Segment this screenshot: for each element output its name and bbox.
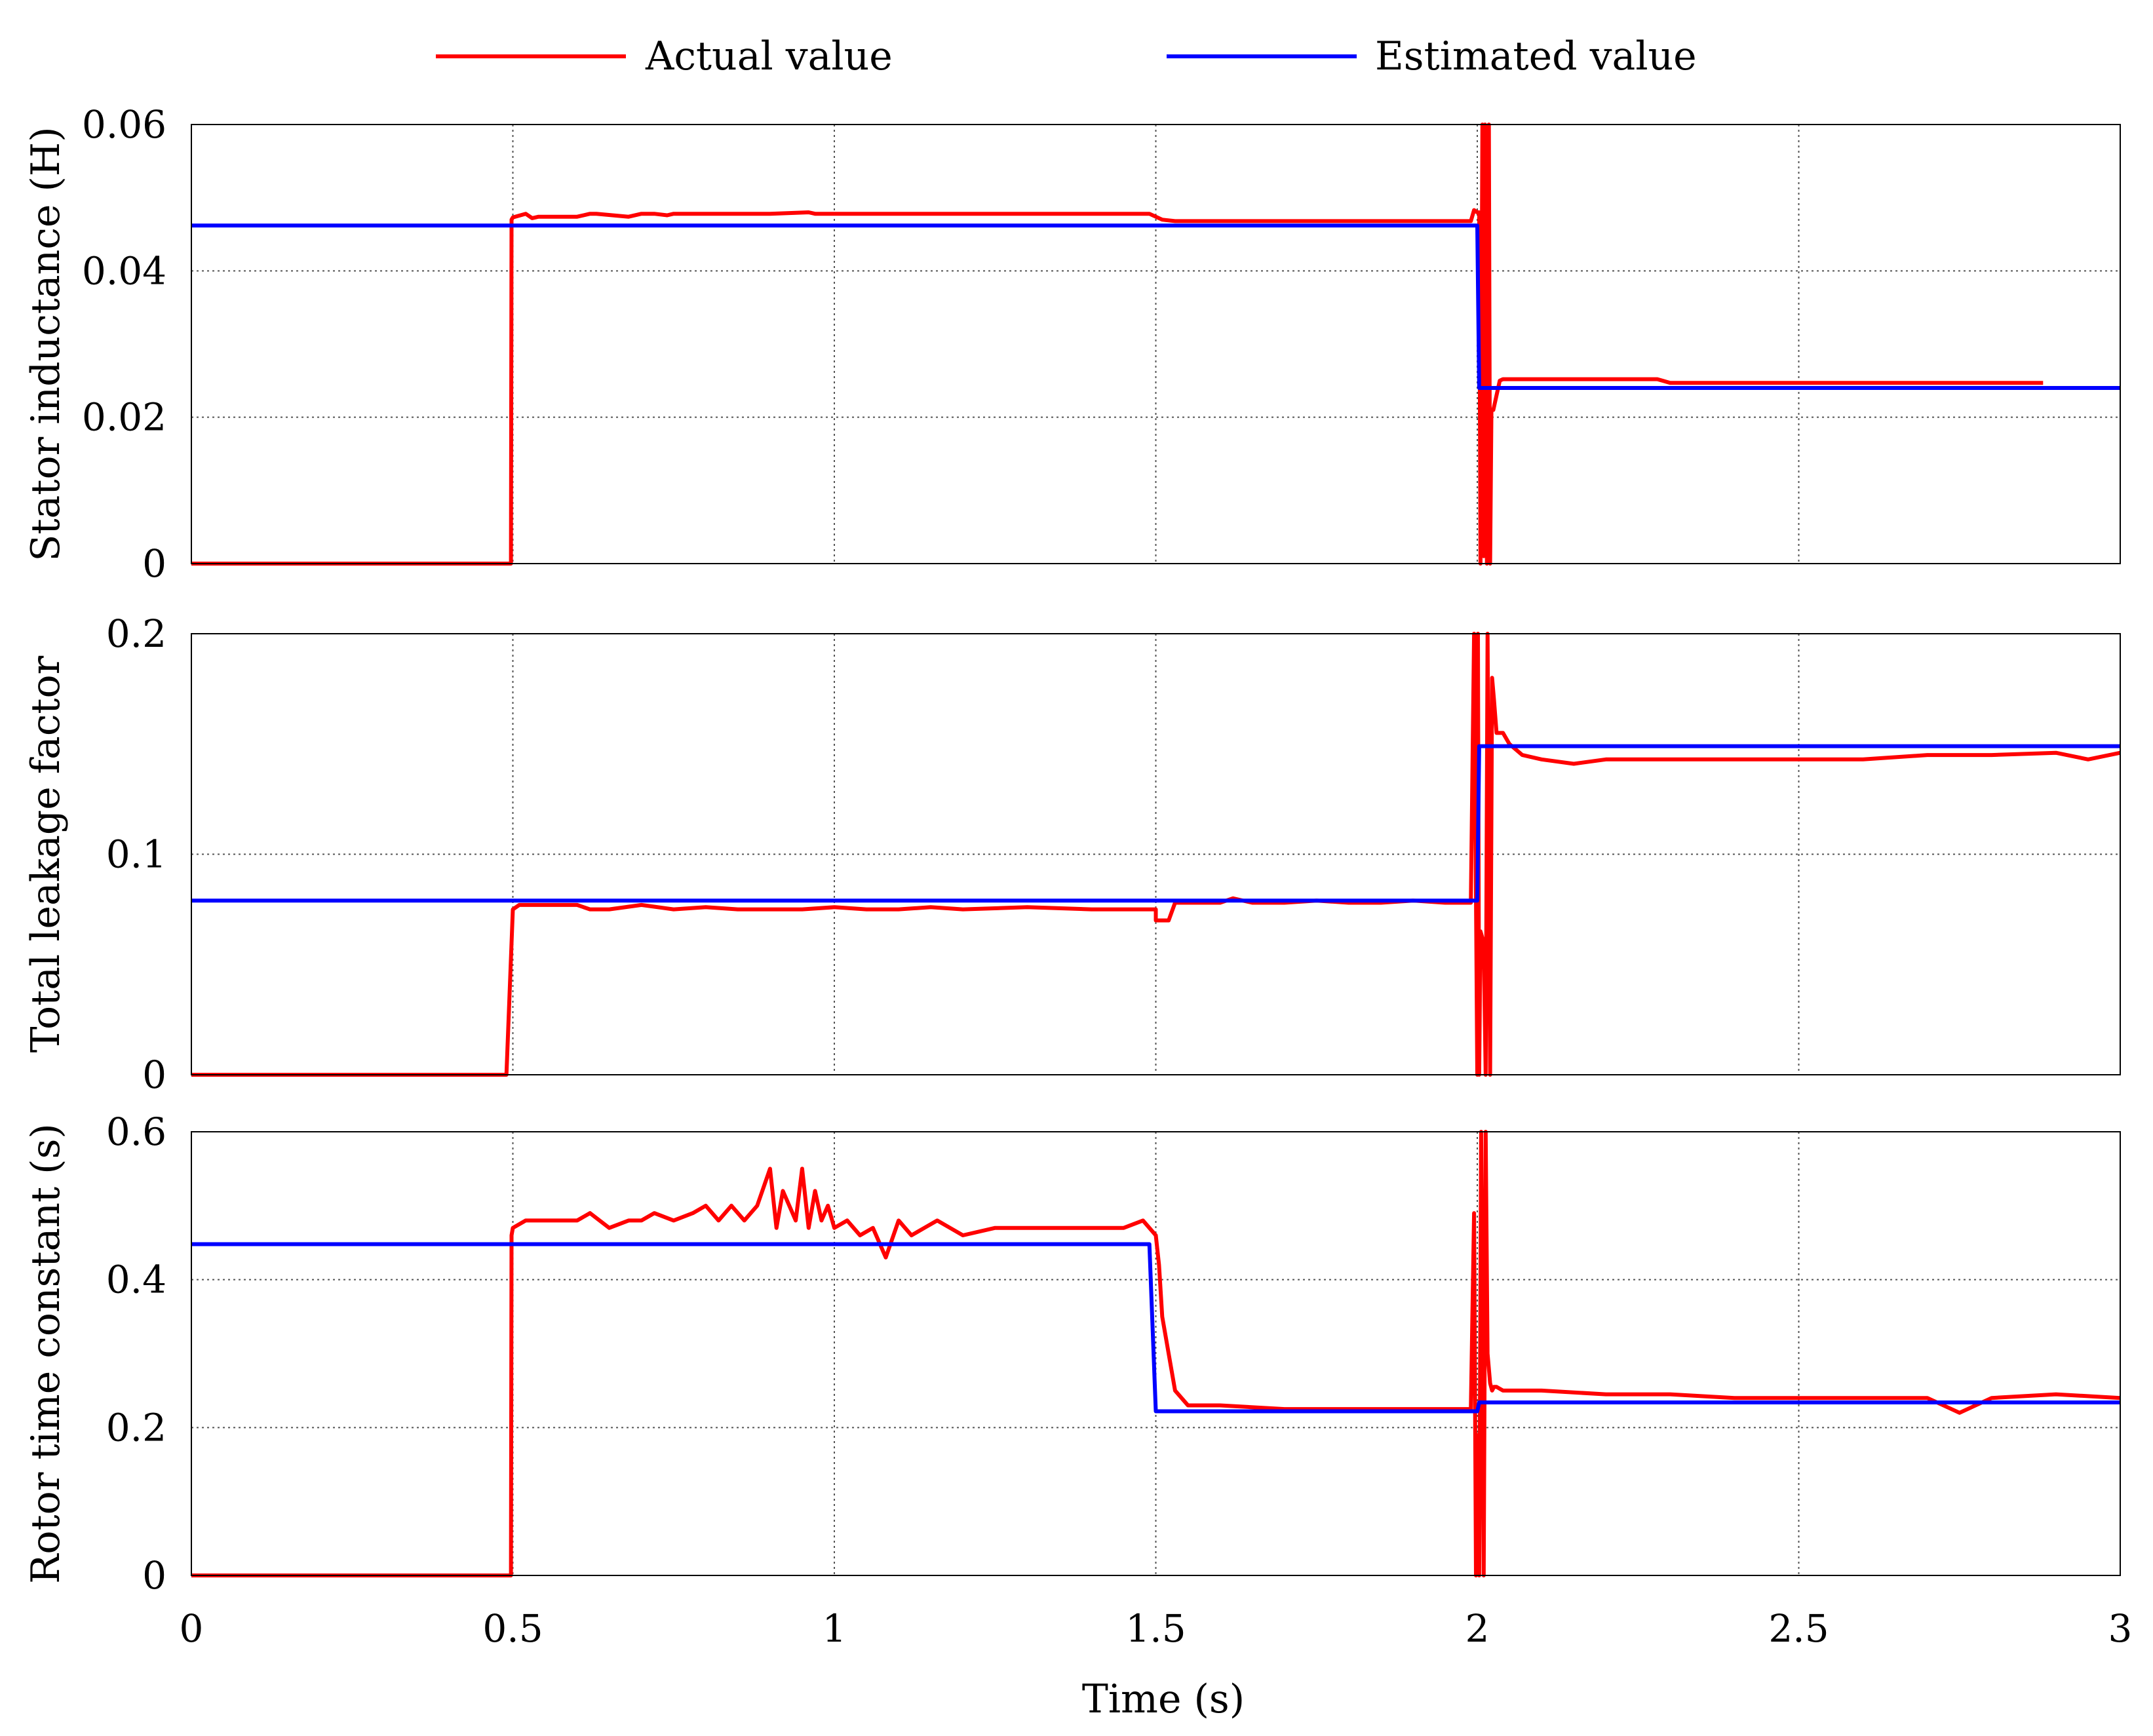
estimated-value-line <box>191 223 2120 390</box>
y-tick-label: 0.2 <box>106 1405 166 1450</box>
y-tick-label: 0.4 <box>106 1258 166 1302</box>
y-tick-label: 0 <box>142 1553 166 1598</box>
y-tick-label: 0.2 <box>106 611 166 656</box>
x-tick-label: 0.5 <box>482 1606 543 1651</box>
y-axis-title: Total leakage factor <box>23 655 69 1052</box>
x-axis-title: Time (s) <box>1082 1676 1245 1722</box>
x-tick-label: 1 <box>823 1606 847 1651</box>
subplot-3: 0 0.2 0.4 0.6 Rotor time constant (s) <box>23 1109 2121 1598</box>
estimated-value-line <box>191 744 2120 903</box>
x-tick-label: 2.5 <box>1768 1606 1829 1651</box>
y-tick-label: 0 <box>142 541 166 586</box>
y-tick-label: 0.02 <box>82 395 166 440</box>
y-tick-label: 0.6 <box>106 1109 166 1154</box>
y-tick-label: 0.04 <box>82 248 166 293</box>
subplots: 0 0.02 0.04 0.06 Stator inductance (H) 0 0.1 0.… <box>23 102 2121 1598</box>
legend-actual-label: Actual value <box>645 33 893 79</box>
plot-frame <box>191 124 2121 564</box>
subplot-2: 0 0.1 0.2 Total leakage factor <box>23 611 2121 1097</box>
x-axis: Time (s) 0 0.5 1 1.5 2 2.5 3 <box>180 1606 2133 1722</box>
actual-value-line <box>191 123 2044 566</box>
x-tick-label: 1.5 <box>1125 1606 1186 1651</box>
y-tick-label: 0 <box>142 1052 166 1097</box>
actual-value-line <box>191 1130 2121 1577</box>
y-tick-label: 0.1 <box>106 832 166 877</box>
estimated-value-line <box>191 1242 2120 1414</box>
x-tick-label: 2 <box>1465 1606 1490 1651</box>
legend-estimated-label: Estimated value <box>1375 33 1697 79</box>
subplot-1: 0 0.02 0.04 0.06 Stator inductance (H) <box>23 102 2121 586</box>
plot-frame <box>191 633 2121 1075</box>
y-axis-title: Rotor time constant (s) <box>23 1123 69 1584</box>
y-tick-label: 0.06 <box>82 102 166 147</box>
x-tick-label: 3 <box>2108 1606 2133 1651</box>
legend: Actual value Estimated value <box>436 33 1697 79</box>
x-tick-label: 0 <box>180 1606 204 1651</box>
plot-frame <box>191 1131 2121 1576</box>
actual-value-line <box>191 632 2121 1077</box>
y-axis-title: Stator inductance (H) <box>23 126 69 561</box>
